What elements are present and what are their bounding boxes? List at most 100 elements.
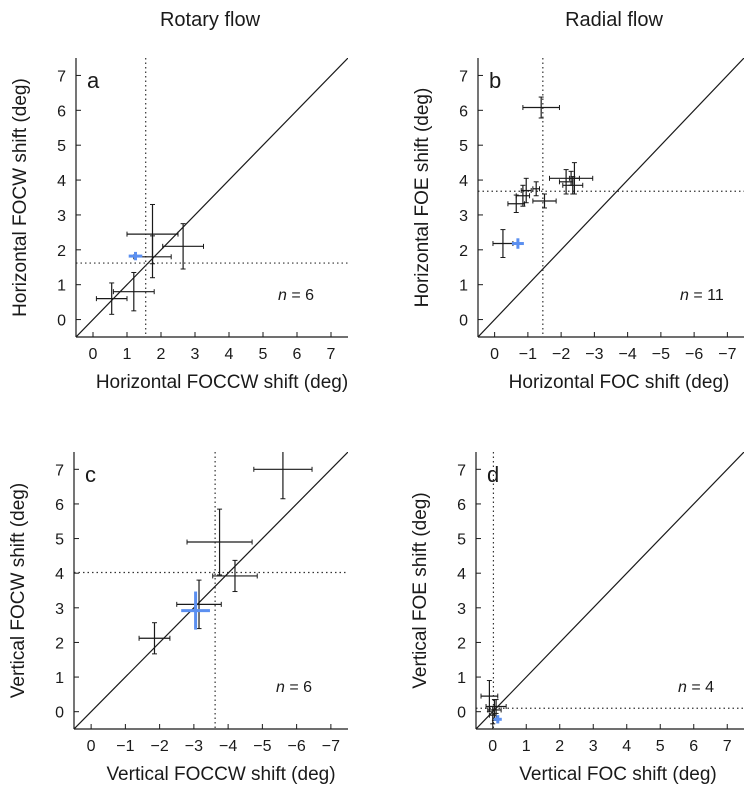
data-point [212,559,258,593]
x-tick-label: −1 [519,346,537,363]
data-point [186,508,253,576]
highlight-point [511,238,524,249]
y-tick-label: 2 [457,635,466,652]
data-point [492,229,514,258]
data-point [485,699,507,714]
x-tick-label: 0 [490,346,499,363]
x-tick-label: −5 [652,346,670,363]
x-tick-label: −2 [552,346,570,363]
data-point [162,223,204,270]
x-tick-label: 7 [723,738,732,755]
n-annotation: n = 6 [278,287,314,304]
x-tick-label: 0 [89,346,98,363]
data-point [112,271,155,312]
y-tick-label: 6 [55,497,64,514]
n-symbol: n [678,679,691,696]
y-tick-label: 4 [55,566,64,583]
x-tick-label: 0 [488,738,497,755]
panel-a: 0 1 2 3 4 5 6 7 0 1 2 3 4 5 6 7 a n = 6 Horizontal FOCCW s… [10,58,348,393]
x-tick-label: 3 [589,738,598,755]
data-point [520,177,532,204]
x-axis-label: Vertical FOCCW shift (deg) [106,764,335,785]
data-point [253,452,313,500]
radial-flow-title: Radial flow [565,9,663,31]
highlight-point [493,715,502,724]
y-tick-label: 1 [457,670,466,687]
y-tick-label: 7 [55,462,64,479]
n-symbol: n [276,679,289,696]
y-tick-label: 2 [55,635,64,652]
identity-line [74,452,348,729]
data-point [522,96,560,119]
n-annotation: n = 6 [276,679,312,696]
panel-label: b [489,68,501,93]
y-tick-label: 6 [57,103,66,120]
x-tick-label: 1 [522,738,531,755]
y-tick-label: 1 [55,670,64,687]
data-point [532,181,541,197]
y-axis-label: Horizontal FOE shift (deg) [412,88,433,308]
y-tick-label: 3 [57,208,66,225]
x-tick-label: −2 [151,738,169,755]
n-symbol: n [680,287,693,304]
highlight-point [128,251,143,261]
rotary-flow-title: Rotary flow [159,9,261,31]
y-tick-label: 1 [57,278,66,295]
y-tick-label: 0 [457,705,466,722]
x-tick-label: 5 [259,346,268,363]
plot-area [478,58,744,337]
data-point [138,622,171,655]
x-tick-label: 0 [87,738,96,755]
data-point [558,169,574,195]
y-tick-label: 5 [459,138,468,155]
data-point [126,203,179,265]
n-value: = 11 [693,287,724,304]
y-tick-label: 5 [57,138,66,155]
y-axis-label: Vertical FOCW shift (deg) [8,483,29,698]
data-point [568,162,580,195]
x-tick-label: −3 [185,738,203,755]
x-axis-label: Vertical FOC shift (deg) [519,764,716,785]
x-tick-label: −7 [322,738,340,755]
y-tick-label: 3 [457,601,466,618]
data-point [532,193,557,209]
identity-line [76,58,348,337]
n-value: = 6 [291,287,314,304]
y-tick-label: 6 [457,497,466,514]
y-tick-label: 3 [459,208,468,225]
y-tick-label: 4 [459,173,468,190]
x-tick-label: −3 [585,346,603,363]
y-tick-label: 7 [459,68,468,85]
n-annotation: n = 4 [678,679,714,696]
panel-c: 0 −1 −2 −3 −4 −5 −6 −7 0 1 2 3 4 5 6 7 c n = 6 Vertical FO… [8,452,348,785]
data-point [95,282,128,315]
plot-area [76,58,348,337]
data-point [515,184,531,207]
x-tick-label: 4 [622,738,631,755]
y-axis-label: Horizontal FOCW shift (deg) [10,78,31,317]
y-tick-label: 0 [459,313,468,330]
identity-line [476,452,744,729]
x-tick-label: −5 [253,738,271,755]
x-tick-label: 3 [191,346,200,363]
plot-area [476,452,744,729]
y-tick-label: 2 [57,243,66,260]
y-tick-label: 5 [55,532,64,549]
y-tick-label: 5 [457,532,466,549]
x-tick-label: 2 [555,738,564,755]
y-tick-label: 4 [457,566,466,583]
y-axis-label: Vertical FOE shift (deg) [410,492,431,688]
panel-label: a [87,68,100,93]
x-tick-label: 7 [327,346,336,363]
x-tick-label: 5 [656,738,665,755]
x-tick-label: −6 [288,738,306,755]
panel-d: 0 1 2 3 4 5 6 7 0 1 2 3 4 5 6 7 d n = 4 Vertical FOC shift… [410,452,744,785]
n-symbol: n [278,287,291,304]
data-point [176,579,222,630]
y-tick-label: 0 [55,705,64,722]
identity-line [478,58,744,337]
n-annotation: n = 11 [680,287,724,304]
y-tick-label: 4 [57,173,66,190]
y-tick-label: 6 [459,103,468,120]
